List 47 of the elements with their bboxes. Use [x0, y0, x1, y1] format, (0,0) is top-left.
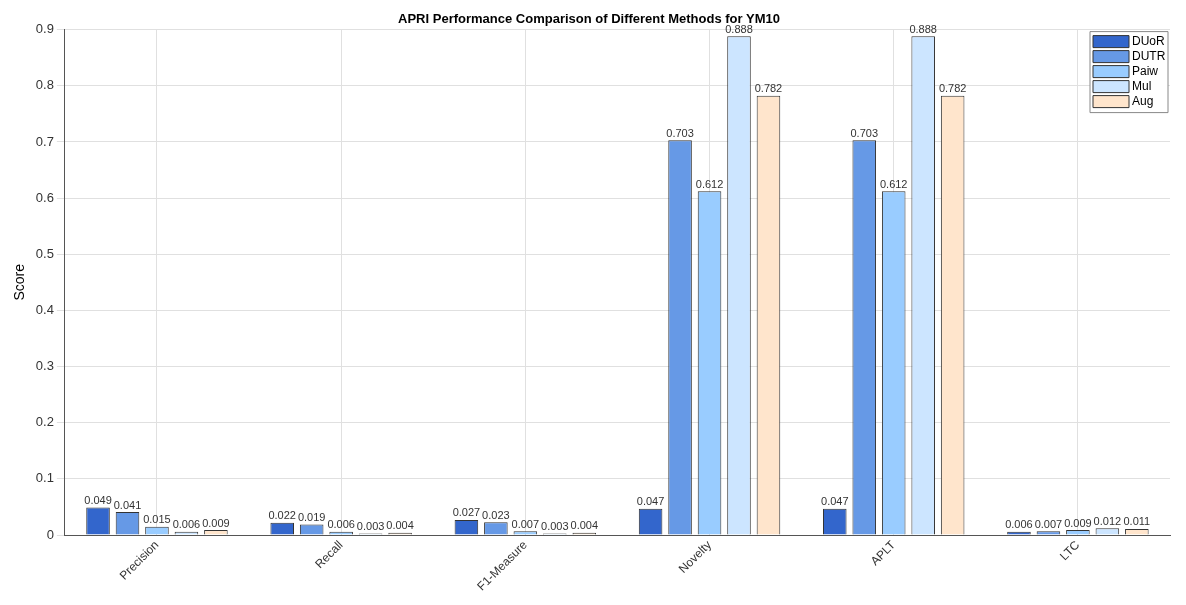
- data-label: 0.703: [850, 126, 879, 139]
- data-label: 0.009: [202, 516, 230, 529]
- data-label: 0.049: [84, 494, 112, 507]
- data-label: 0.006: [172, 518, 201, 531]
- y-tick-label: 0.7: [35, 133, 54, 149]
- data-label: 0.006: [1005, 518, 1033, 531]
- data-label: 0.041: [113, 498, 142, 511]
- data-label: 0.888: [725, 22, 753, 35]
- y-tick-label: 0: [46, 526, 54, 542]
- legend-label: DUoR: [1132, 33, 1166, 48]
- y-tick-label: 0.6: [35, 189, 54, 205]
- y-tick-label: 0.3: [35, 358, 54, 374]
- y-tick-label: 0.5: [35, 245, 54, 261]
- y-tick-label: 0.4: [35, 302, 54, 317]
- data-label: 0.782: [754, 82, 783, 95]
- data-label: 0.009: [1064, 516, 1092, 529]
- data-label: 0.006: [327, 518, 355, 531]
- data-label: 0.782: [938, 82, 967, 95]
- data-label: 0.007: [511, 517, 540, 530]
- y-tick-label: 0.2: [35, 414, 54, 430]
- data-label: 0.007: [1034, 517, 1063, 530]
- y-tick-label: 0.1: [35, 470, 54, 486]
- data-label: 0.023: [482, 508, 510, 521]
- data-label: 0.004: [386, 519, 414, 532]
- data-label: 0.027: [452, 506, 481, 519]
- data-label: 0.003: [541, 519, 569, 532]
- data-label: 0.047: [636, 495, 665, 508]
- data-label: 0.011: [1123, 515, 1151, 528]
- data-label: 0.612: [695, 177, 724, 190]
- legend-label: DUTR: [1132, 48, 1166, 63]
- data-label: 0.047: [821, 495, 849, 508]
- y-tick-label: 0.8: [35, 77, 54, 93]
- data-label: 0.022: [268, 509, 296, 522]
- data-label: 0.019: [297, 510, 326, 523]
- data-label: 0.003: [356, 519, 385, 532]
- legend-label: Mul: [1132, 78, 1152, 93]
- data-label: 0.888: [909, 22, 937, 35]
- data-label: 0.612: [879, 177, 908, 190]
- y-axis-title: Score: [11, 263, 28, 301]
- legend-label: Paiw: [1132, 63, 1159, 78]
- legend-label: Aug: [1132, 93, 1154, 108]
- data-label: 0.703: [666, 126, 694, 139]
- data-label: 0.015: [143, 513, 171, 526]
- y-tick-label: 0.9: [35, 21, 54, 37]
- data-label: 0.004: [570, 519, 599, 532]
- data-label: 0.012: [1093, 514, 1122, 527]
- x-tick-label: LTC: [1057, 537, 1083, 564]
